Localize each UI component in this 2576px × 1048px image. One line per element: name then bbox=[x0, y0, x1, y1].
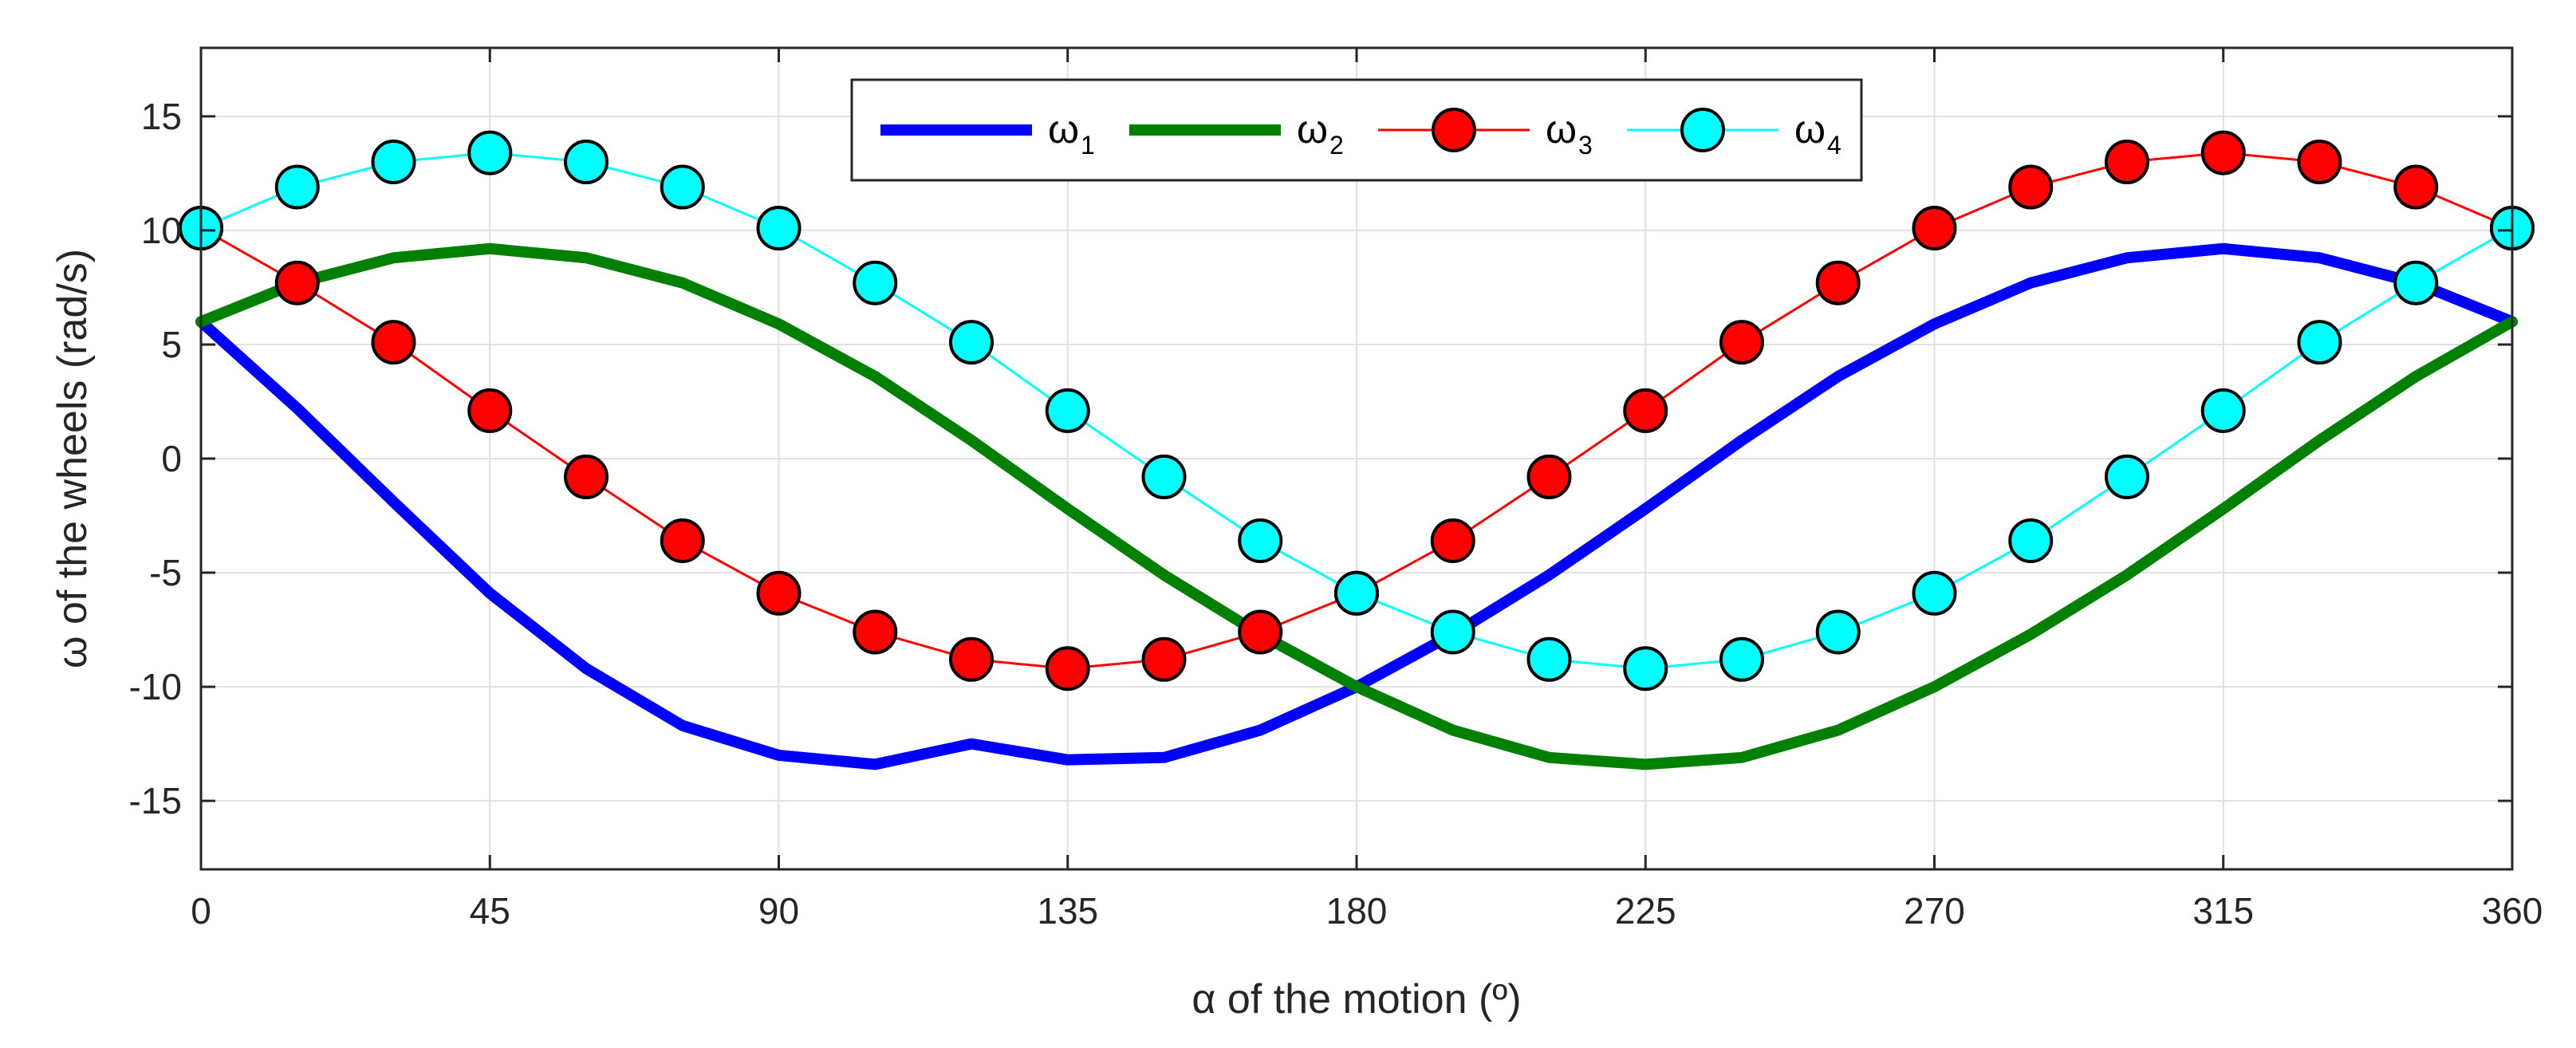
data-point bbox=[564, 140, 609, 185]
x-tick-label: 315 bbox=[2192, 890, 2254, 932]
legend-subscript: 2 bbox=[1329, 131, 1344, 160]
data-point bbox=[2105, 140, 2149, 185]
y-axis-title: ω of the wheels (rad/s) bbox=[49, 249, 96, 668]
series-layer bbox=[179, 130, 2535, 770]
data-point bbox=[1334, 570, 1379, 616]
data-point bbox=[564, 454, 609, 499]
x-tick-label: 90 bbox=[758, 890, 799, 932]
data-point bbox=[660, 164, 705, 210]
data-point bbox=[1045, 646, 1090, 691]
data-point bbox=[660, 518, 705, 563]
x-tick-label: 135 bbox=[1037, 890, 1098, 932]
x-tick-label: 225 bbox=[1615, 890, 1676, 932]
y-tick-label: -5 bbox=[149, 552, 182, 593]
data-point bbox=[1815, 260, 1861, 305]
data-point bbox=[1430, 609, 1475, 655]
data-point bbox=[1238, 609, 1283, 655]
data-point bbox=[2008, 518, 2054, 563]
y-tick-label: 5 bbox=[161, 324, 182, 365]
data-point bbox=[2008, 164, 2054, 210]
legend-subscript: 1 bbox=[1081, 131, 1095, 160]
series-ω4 bbox=[179, 130, 2535, 691]
data-point bbox=[1623, 646, 1668, 691]
data-point bbox=[949, 320, 994, 365]
data-point bbox=[1912, 570, 1957, 616]
y-tick-label: -10 bbox=[129, 666, 182, 707]
legend-marker bbox=[1680, 108, 1725, 152]
data-point bbox=[949, 636, 994, 682]
data-point bbox=[1526, 636, 1572, 682]
x-tick-label: 360 bbox=[2482, 890, 2543, 932]
data-point bbox=[2393, 164, 2439, 210]
data-point bbox=[1719, 320, 1764, 365]
data-point bbox=[467, 388, 513, 433]
axes bbox=[199, 46, 2514, 871]
series-line bbox=[195, 242, 2518, 770]
data-point bbox=[274, 260, 320, 305]
data-point bbox=[2297, 140, 2342, 185]
legend-entry-ω3: ω3 bbox=[1378, 107, 1593, 160]
x-tick-label: 180 bbox=[1326, 890, 1388, 932]
legend: ω1 ω2 ω3 ω4 bbox=[850, 78, 1863, 182]
data-point bbox=[1623, 388, 1668, 433]
x-tick-label: 270 bbox=[1904, 890, 1965, 932]
data-point bbox=[1141, 454, 1187, 499]
y-tick-label: 10 bbox=[141, 210, 182, 251]
data-point bbox=[2200, 388, 2246, 433]
data-point bbox=[756, 206, 802, 251]
y-tick-label: -15 bbox=[129, 780, 182, 821]
data-point bbox=[371, 140, 416, 185]
data-point bbox=[1719, 636, 1764, 682]
legend-subscript: 3 bbox=[1578, 131, 1593, 160]
data-point bbox=[1238, 518, 1283, 563]
data-point bbox=[2105, 454, 2149, 499]
series-ω2 bbox=[195, 242, 2518, 770]
data-point bbox=[2393, 260, 2439, 305]
data-point bbox=[2200, 130, 2246, 175]
data-point bbox=[371, 320, 416, 365]
data-point bbox=[467, 130, 513, 175]
data-point bbox=[1430, 518, 1475, 563]
x-axis-title: α of the motion (º) bbox=[1191, 976, 1521, 1022]
legend-marker bbox=[1432, 108, 1476, 152]
y-tick-label: 0 bbox=[161, 438, 182, 479]
data-point bbox=[756, 570, 802, 616]
data-point bbox=[1815, 609, 1861, 655]
x-tick-label: 0 bbox=[191, 890, 211, 932]
x-tick-label: 45 bbox=[470, 890, 510, 932]
data-point bbox=[274, 164, 320, 210]
legend-entry-ω1: ω1 bbox=[880, 107, 1095, 160]
legend-subscript: 4 bbox=[1827, 131, 1841, 160]
data-point bbox=[853, 609, 898, 655]
data-point bbox=[1912, 206, 1957, 251]
tick-labels: 0 45 90 135 180 225 270 315 360 15 10 5 0 -5 -10 -15 bbox=[129, 96, 2543, 932]
data-point bbox=[1045, 388, 1090, 433]
data-point bbox=[853, 260, 898, 305]
data-point bbox=[1526, 454, 1572, 499]
data-point bbox=[1141, 636, 1187, 682]
data-point bbox=[2297, 320, 2342, 365]
y-tick-label: 15 bbox=[141, 96, 182, 137]
